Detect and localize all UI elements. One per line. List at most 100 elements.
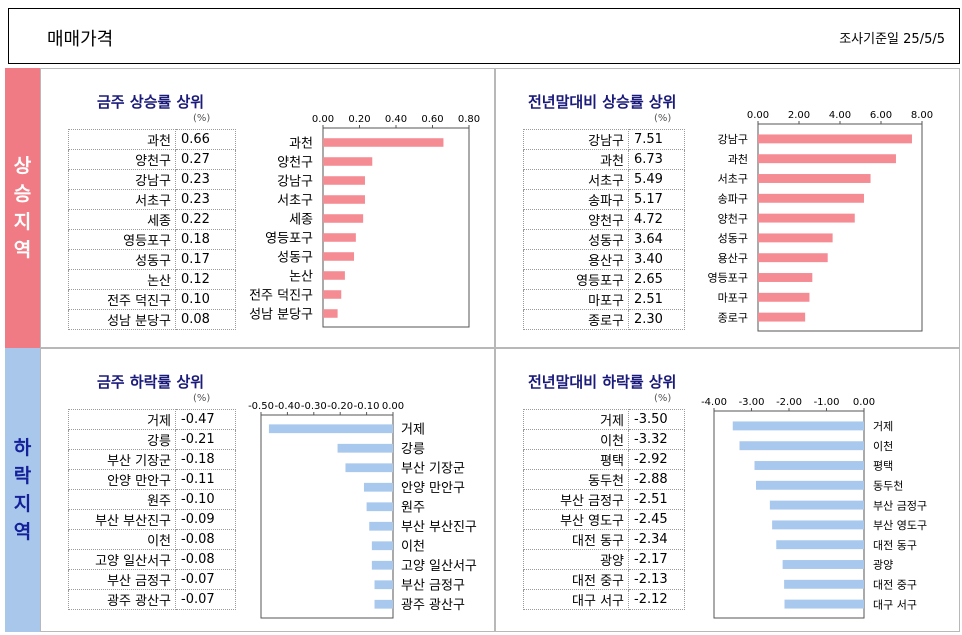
weekly-fall-tick-label: -0.10 [354,401,380,412]
table-row: 광주 광산구 -0.07 [68,589,236,610]
weekly-rise-bar [323,271,345,280]
weekly-fall-category-label: 부산 금정구 [401,579,465,594]
table-row: 대구 서구 -2.12 [523,589,685,610]
ytd-rise-bar [758,174,871,183]
weekly-rise-bar [323,138,444,147]
ytd-rise-value-cell: 2.65 [628,269,685,290]
rise-label-char: 상 [13,155,32,177]
table-row: 부산 금정구 -0.07 [68,569,236,590]
table-row: 광양 -2.17 [523,549,685,570]
ytd-rise-chart: 0.00 2.00 4.00 6.00 8.00 강남구과천서초구송파구양천구성동구용산구… [708,110,933,332]
weekly-fall-bar [369,521,393,531]
weekly-rise-chart: 0.00 0.20 0.40 0.60 0.80 과천양천구강남구서초구세종영등포구성동구… [249,114,480,328]
weekly-rise-tick-label: 0.20 [348,114,370,125]
ytd-rise-tick-label: 2.00 [788,110,810,121]
weekly-rise-category-label: 영등포구 [265,231,313,246]
weekly-rise-bar [323,309,338,318]
table-row: 서초구 0.23 [68,189,236,210]
weekly-rise-category-label: 전주 덕진구 [249,288,313,303]
ytd-fall-region-cell: 거제 [523,409,629,430]
weekly-fall-region-cell: 부산 금정구 [68,569,176,590]
table-row: 강남구 7.51 [523,129,685,150]
ytd-fall-value-cell: -2.51 [628,489,685,510]
weekly-fall-category-label: 강릉 [401,442,425,457]
weekly-fall-category-label: 거제 [401,423,425,438]
ytd-fall-region-cell: 대구 서구 [523,589,629,610]
ytd-fall-category-label: 부산 금정구 [873,499,927,512]
ytd-rise-category-label: 양천구 [718,211,748,225]
weekly-fall-title: 금주 하락률 상위 [97,373,205,391]
ytd-rise-bar [758,273,813,282]
ytd-fall-category-label: 광양 [873,559,893,572]
weekly-fall-unit: (%) [193,393,211,404]
weekly-rise-tick-label: 0.00 [312,114,334,125]
ytd-rise-category-label: 과천 [728,152,748,166]
weekly-rise-bar [323,290,342,299]
ytd-rise-bar [758,312,806,322]
ytd-rise-tick-label: 4.00 [829,110,851,121]
table-row: 부산 부산진구 -0.09 [68,509,236,530]
weekly-fall-category-label: 원주 [401,501,425,516]
ytd-fall-category-label: 대전 중구 [873,578,917,591]
ytd-fall-bar [739,441,864,451]
weekly-fall-bar [337,443,393,453]
ytd-fall-bar [784,599,864,609]
ytd-rise-value-cell: 7.51 [628,129,685,150]
ytd-fall-title: 전년말대비 하락률 상위 [528,373,677,391]
ytd-rise-value-cell: 3.64 [628,229,685,250]
weekly-rise-unit: (%) [193,113,211,124]
weekly-fall-tick-label: -0.30 [301,401,327,412]
ytd-rise-tick-label: 8.00 [911,110,933,121]
ytd-rise-category-label: 종로구 [718,311,748,324]
ytd-fall-category-label: 거제 [873,420,893,433]
table-row: 세종 0.22 [68,209,236,230]
weekly-rise-tick-label: 0.60 [421,114,443,125]
weekly-fall-bar [374,599,393,609]
fall-label-char: 하 [13,437,32,459]
ytd-fall-tick-label: -2.00 [776,397,802,408]
table-row: 대전 중구 -2.13 [523,569,685,590]
weekly-fall-tick-label: -0.20 [327,401,353,412]
weekly-rise-category-label: 양천구 [277,155,313,170]
table-row: 영등포구 2.65 [523,269,685,290]
weekly-fall-bar [371,560,393,570]
weekly-fall-category-label: 안양 만안구 [401,481,465,496]
report-title: 매매가격 [47,29,114,50]
ytd-rise-tick-label: 6.00 [870,110,892,121]
ytd-rise-category-label: 강남구 [718,133,748,146]
ytd-rise-bar [758,134,912,144]
weekly-rise-value-cell: 0.08 [175,309,236,330]
survey-date: 조사기준일 25/5/5 [839,32,945,47]
weekly-fall-category-label: 광주 광산구 [401,598,465,613]
weekly-rise-tick-label: 0.40 [385,114,407,125]
weekly-fall-panel: 금주 하락률 상위 (%) 거제 -0.47 강릉 -0.21 부산 기장군 -0.18 안… [40,348,495,632]
ytd-rise-category-label: 성동구 [718,232,748,245]
weekly-rise-table: 과천 0.66 양천구 0.27 강남구 0.23 서초구 0.23 세종 0.22 영등포구 0.1… [68,129,236,330]
ytd-rise-bar [758,233,833,243]
weekly-rise-category-label: 과천 [289,136,313,151]
ytd-fall-region-cell: 평택 [523,449,629,470]
weekly-rise-region-cell: 전주 덕진구 [68,289,176,310]
weekly-fall-bar [374,580,393,590]
table-row: 거제 -3.50 [523,409,685,430]
ytd-fall-category-label: 평택 [873,460,893,473]
ytd-rise-category-label: 영등포구 [708,272,748,285]
ytd-rise-bar [758,154,896,164]
ytd-rise-category-label: 용산구 [718,252,748,265]
weekly-fall-region-cell: 이천 [68,529,176,550]
ytd-fall-bar [784,579,864,589]
weekly-fall-bar [371,541,393,551]
weekly-rise-value-cell: 0.23 [175,169,236,190]
weekly-fall-category-label: 이천 [401,540,425,555]
ytd-fall-table: 거제 -3.50 이천 -3.32 평택 -2.92 동두천 -2.88 부산 금정구 -2.51… [523,409,685,610]
weekly-fall-bar [363,482,393,492]
ytd-fall-value-cell: -2.34 [628,529,685,550]
weekly-fall-tick-label: 0.00 [382,401,404,412]
weekly-rise-bar [323,233,356,242]
ytd-fall-bar [732,421,864,431]
ytd-fall-bar [776,540,864,550]
table-row: 마포구 2.51 [523,289,685,310]
table-row: 종로구 2.30 [523,309,685,330]
